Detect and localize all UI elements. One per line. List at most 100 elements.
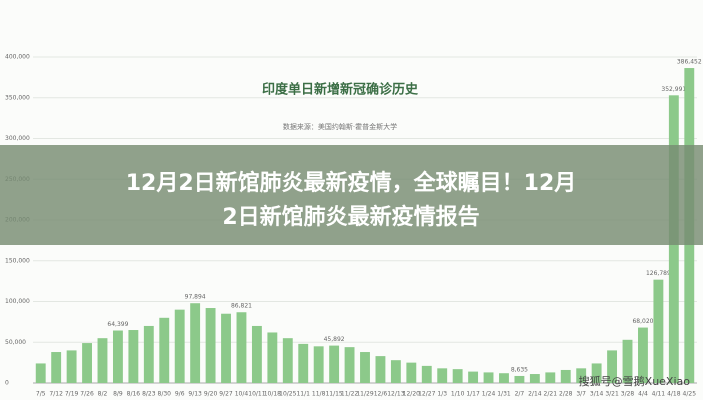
bar xyxy=(267,332,278,383)
x-tick-label: 9/20 xyxy=(204,391,218,398)
bar xyxy=(143,325,154,383)
bar xyxy=(437,368,448,383)
value-label: 68,020 xyxy=(632,318,653,325)
x-tick-label: 4/18 xyxy=(667,391,681,398)
x-tick-label: 8/23 xyxy=(142,391,156,398)
x-tick-label: 4/11 xyxy=(652,391,666,398)
value-label: 86,821 xyxy=(231,303,252,310)
x-tick-label: 7/19 xyxy=(65,391,79,398)
x-tick-label: 12/13 xyxy=(387,391,404,398)
bar xyxy=(251,325,262,383)
bar xyxy=(576,368,587,383)
bar xyxy=(221,313,231,383)
bar xyxy=(344,347,355,383)
chart-subtitle: 数据来源：美国约翰斯·霍普金斯大学 xyxy=(283,122,397,131)
x-tick-label: 2/7 xyxy=(515,391,525,398)
x-tick-label: 11/29 xyxy=(356,391,373,398)
bar xyxy=(236,312,247,383)
x-tick-label: 8/16 xyxy=(127,391,141,398)
headline: 12月2日新馆肺炎最新疫情，全球瞩目！12月 2日新馆肺炎最新疫情报告 xyxy=(126,170,577,230)
y-tick-label: 0 xyxy=(5,380,9,387)
x-tick-label: 8/9 xyxy=(113,391,123,398)
bar xyxy=(35,363,46,383)
bar xyxy=(591,363,602,383)
bar xyxy=(128,330,139,383)
y-tick-label: 400,000 xyxy=(5,54,30,61)
value-label: 8,635 xyxy=(511,366,528,373)
y-tick-label: 150,000 xyxy=(5,257,30,264)
x-tick-label: 2/14 xyxy=(528,391,542,398)
bar xyxy=(375,356,386,383)
x-tick-label: 8/30 xyxy=(158,391,172,398)
bar xyxy=(607,350,618,383)
chart-title: 印度单日新增新冠确诊历史 xyxy=(262,82,419,98)
plot: 050,000100,000150,000200,000250,000300,0… xyxy=(5,54,702,398)
bar xyxy=(514,375,525,383)
bar xyxy=(112,330,123,383)
bar xyxy=(483,372,494,383)
y-tick-label: 100,000 xyxy=(5,298,30,305)
bar xyxy=(329,345,340,383)
bar xyxy=(468,371,479,383)
x-tick-label: 11/22 xyxy=(341,391,358,398)
bar xyxy=(406,362,417,383)
x-tick-label: 1/3 xyxy=(437,391,447,398)
bar xyxy=(499,373,509,383)
bar xyxy=(560,369,571,383)
bar xyxy=(653,279,664,383)
x-tick-label: 12/27 xyxy=(418,391,435,398)
y-tick-label: 350,000 xyxy=(5,94,30,101)
x-tick-label: 1/10 xyxy=(451,391,465,398)
bar xyxy=(51,352,62,383)
x-tick-label: 4/4 xyxy=(638,391,648,398)
bar xyxy=(159,317,170,383)
bar xyxy=(452,369,463,383)
bar xyxy=(282,338,293,383)
bar xyxy=(313,346,324,383)
headline-band xyxy=(0,145,703,245)
bar xyxy=(622,339,633,383)
x-tick-label: 3/28 xyxy=(621,391,635,398)
value-label: 126,789 xyxy=(646,270,671,277)
x-tick-label: 7/26 xyxy=(80,391,94,398)
bar xyxy=(82,343,92,383)
x-tick-label: 3/21 xyxy=(605,391,619,398)
value-label: 64,399 xyxy=(107,321,128,328)
bar xyxy=(421,365,432,383)
bar xyxy=(190,303,201,383)
x-tick-label: 12/20 xyxy=(403,391,420,398)
value-label: 97,894 xyxy=(185,294,206,301)
value-label: 386,452 xyxy=(677,59,702,66)
x-tick-label: 7/12 xyxy=(49,391,63,398)
x-tick-label: 11/8 xyxy=(312,391,326,398)
bar xyxy=(97,338,108,383)
x-tick-label: 9/13 xyxy=(188,391,202,398)
x-tick-label: 10/11 xyxy=(248,391,265,398)
bar xyxy=(174,309,185,383)
y-tick-label: 300,000 xyxy=(5,135,30,142)
x-tick-label: 11/15 xyxy=(325,391,342,398)
bar xyxy=(360,352,370,383)
x-tick-label: 2/21 xyxy=(544,391,558,398)
watermark: 搜狐号@雪鹅XueXiao xyxy=(579,374,691,388)
value-label: 352,991 xyxy=(661,86,686,93)
x-tick-label: 10/25 xyxy=(279,391,296,398)
x-tick-label: 7/5 xyxy=(36,391,46,398)
value-label: 45,892 xyxy=(324,336,345,343)
x-tick-label: 9/6 xyxy=(175,391,185,398)
x-tick-label: 8/2 xyxy=(98,391,108,398)
x-tick-label: 10/4 xyxy=(235,391,249,398)
x-tick-label: 9/27 xyxy=(219,391,233,398)
x-tick-label: 2/28 xyxy=(559,391,573,398)
x-tick-label: 10/18 xyxy=(264,391,281,398)
x-tick-label: 1/17 xyxy=(466,391,480,398)
bar xyxy=(638,327,648,383)
x-tick-label: 3/7 xyxy=(576,391,586,398)
bar xyxy=(298,343,309,383)
bar xyxy=(205,308,216,383)
bar xyxy=(529,374,540,383)
x-tick-label: 4/25 xyxy=(683,391,697,398)
x-tick-label: 12/6 xyxy=(374,391,388,398)
x-tick-label: 3/14 xyxy=(590,391,604,398)
